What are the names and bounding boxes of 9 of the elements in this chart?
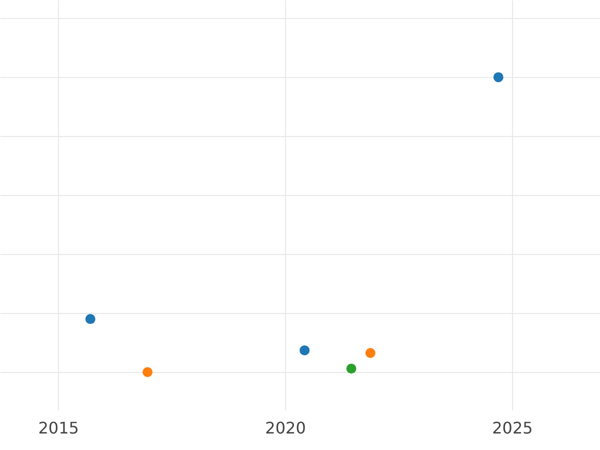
point — [142, 367, 153, 378]
point — [300, 345, 310, 356]
x-tick-label: 2025 — [492, 418, 533, 438]
point — [365, 348, 376, 358]
point — [493, 72, 504, 82]
point — [346, 364, 356, 374]
x-tick-label: 2020 — [265, 418, 306, 438]
point — [85, 314, 96, 324]
x-tick-label: 2015 — [38, 418, 79, 438]
